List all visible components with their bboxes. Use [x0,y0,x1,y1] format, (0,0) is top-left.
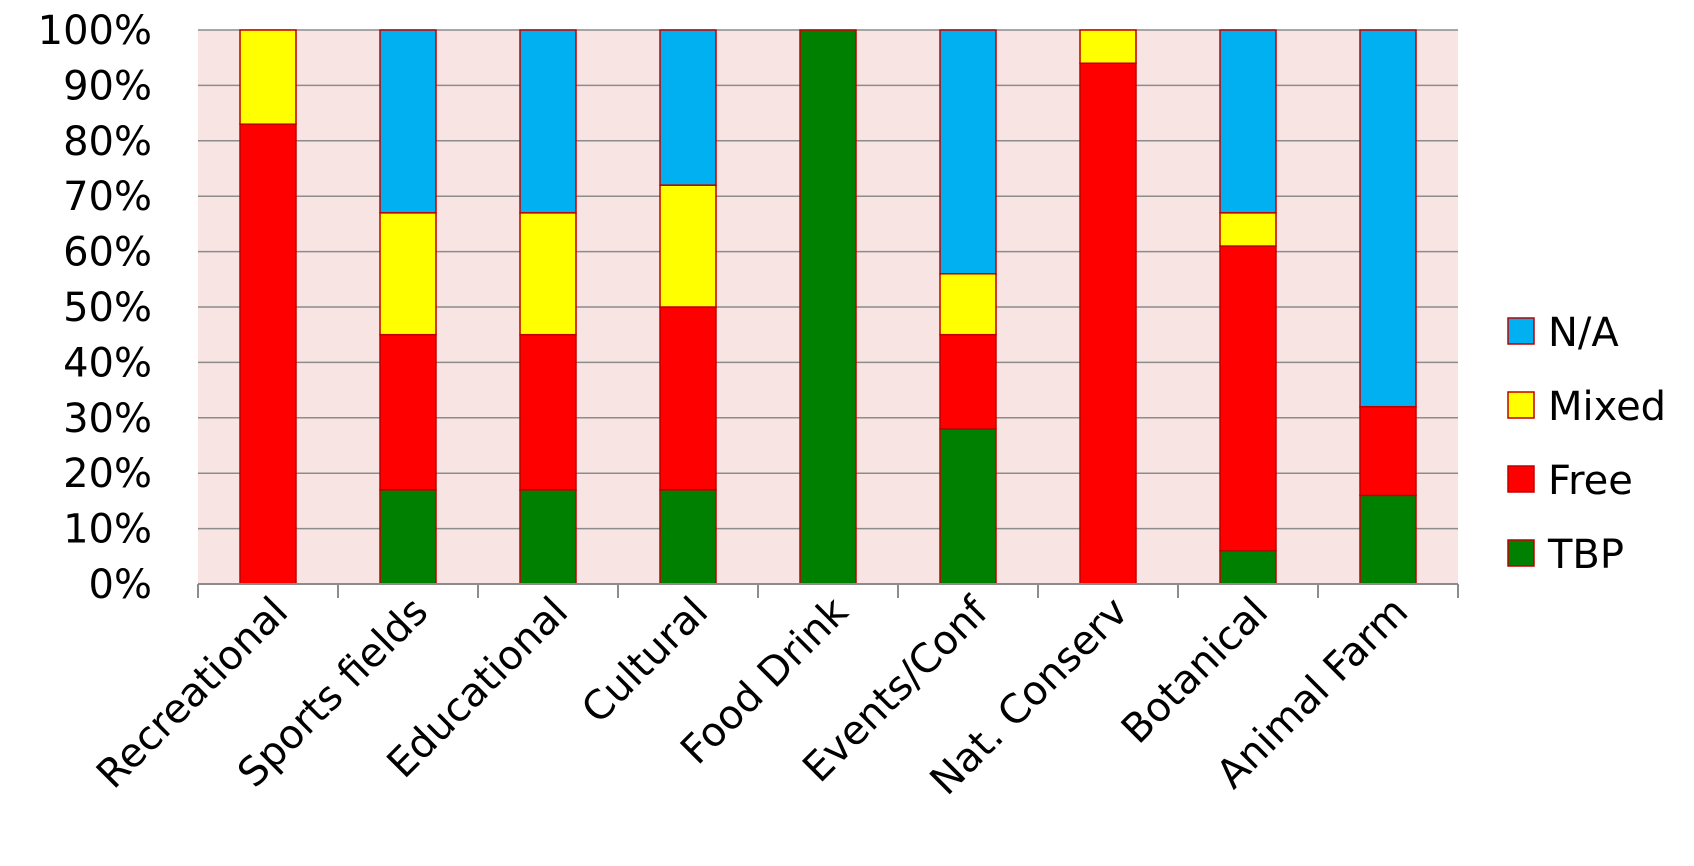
legend-label: N/A [1548,310,1619,356]
y-tick-label: 10% [63,507,152,553]
bar-segment-free [1219,245,1277,552]
legend-label: TBP [1547,532,1624,578]
y-tick-label: 90% [63,63,152,109]
bar-segment-n-a [1359,29,1417,408]
bar-segment-free [519,333,577,491]
bar-segment-n-a [379,29,437,214]
bar-segment-free [1359,405,1417,497]
bar-segment-mixed [379,212,437,336]
bar-segment-tbp [519,489,577,585]
y-tick-label: 20% [63,451,152,497]
bar-segment-free [659,306,717,491]
y-tick-label: 0% [89,562,152,608]
y-tick-label: 60% [63,230,152,276]
y-tick-label: 40% [63,340,152,386]
bar-segment-mixed [659,184,717,308]
bar-segment-tbp [939,428,997,585]
legend-swatch [1507,391,1535,419]
legend-swatch [1507,539,1535,567]
y-tick-label: 70% [63,174,152,220]
bar-segment-mixed [1079,29,1137,64]
bar-segment-free [379,333,437,491]
bar-segment-mixed [519,212,577,336]
legend-label: Mixed [1548,384,1666,430]
bar-segment-n-a [659,29,717,186]
bars [239,29,1417,585]
y-tick-label: 80% [63,119,152,165]
x-category-label: Cultural [573,589,717,733]
y-tick-label: 100% [38,8,152,54]
bar-segment-tbp [1359,494,1417,585]
legend-swatch [1507,317,1535,345]
y-tick-label: 30% [63,396,152,442]
axes [197,583,1459,598]
bar-segment-tbp [379,489,437,585]
legend-label: Free [1548,458,1633,504]
bar-segment-n-a [519,29,577,214]
y-axis-ticks: 0% 10% 20% 30% 40% 50% 60% 70% 80% 90% 100% [38,8,152,608]
bar-segment-tbp [799,29,857,585]
bar-segment-free [239,123,297,585]
legend-swatch [1507,465,1535,493]
bar-segment-tbp [659,489,717,585]
bar-segment-free [1079,62,1137,585]
bar-segment-mixed [1219,212,1277,247]
bar-segment-tbp [1219,550,1277,585]
bar-segment-mixed [239,29,297,125]
y-tick-label: 50% [63,285,152,331]
bar-segment-mixed [939,273,997,336]
bar-segment-n-a [939,29,997,275]
bar-segment-n-a [1219,29,1277,214]
legend: N/A Mixed Free TBP [1507,310,1666,578]
bar-segment-free [939,333,997,430]
